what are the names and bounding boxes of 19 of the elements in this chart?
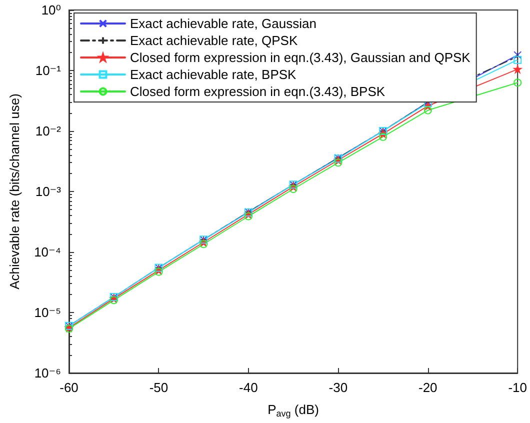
y-tick-label: 10⁻³: [35, 184, 62, 199]
y-tick-label: 10⁰: [41, 2, 61, 18]
x-tick-label: -20: [418, 380, 438, 395]
legend-label: Closed form expression in eqn.(3.43), BPSK: [130, 84, 386, 99]
x-tick-label: -30: [328, 380, 348, 395]
y-axis-title: Achievable rate (bits/channel use): [7, 94, 22, 290]
x-tick-label: -40: [239, 380, 258, 395]
legend-label: Exact achievable rate, Gaussian: [130, 16, 316, 31]
legend-label: Exact achievable rate, BPSK: [130, 67, 297, 82]
y-tick-label: 10⁻¹: [35, 63, 62, 78]
legend-label: Exact achievable rate, QPSK: [130, 33, 298, 48]
legend-label: Closed form expression in eqn.(3.43), Gaussian and QPSK: [130, 50, 471, 65]
y-tick-label: 10⁻²: [35, 124, 62, 138]
x-tick-label: -60: [60, 380, 78, 395]
x-tick-label: -10: [508, 380, 528, 395]
y-tick-label: 10⁻⁴: [34, 244, 61, 260]
y-tick-label: 10⁻⁵: [34, 305, 61, 320]
x-tick-label: -50: [149, 380, 168, 395]
y-tick-label: 10⁻⁶: [34, 366, 61, 380]
